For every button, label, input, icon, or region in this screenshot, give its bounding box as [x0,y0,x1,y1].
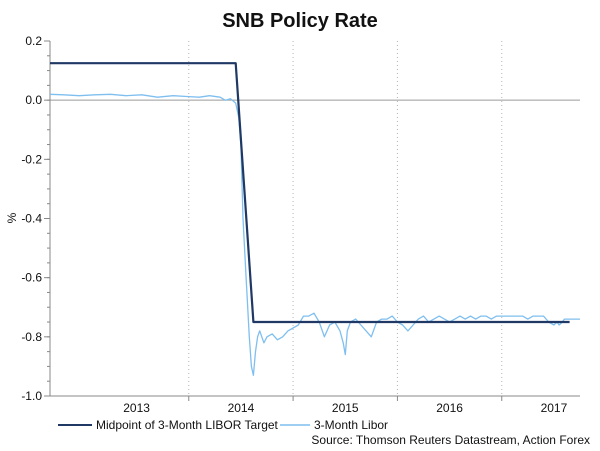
source-note: Source: Thomson Reuters Datastream, Acti… [311,433,590,447]
x-tick-label: 2014 [228,401,255,415]
series-line-target [50,62,570,324]
y-tick-label: 0.2 [25,34,42,48]
x-tick-label: 2013 [123,401,150,415]
x-ticks: 2013 2014 2015 2016 2017 [123,401,567,415]
x-tick-label: 2016 [436,401,463,415]
axes [44,40,580,401]
series [49,62,580,376]
y-axis-label: % [5,212,19,223]
legend-label-target: Midpoint of 3-Month LIBOR Target [96,418,279,432]
y-tick-label: 0.0 [25,93,42,107]
y-tick-label: -0.8 [21,330,42,344]
y-tick-label: -1.0 [21,389,42,403]
chart-title: SNB Policy Rate [222,10,378,32]
x-tick-label: 2015 [332,401,359,415]
y-tick-label: -0.6 [21,271,42,285]
series-line-libor [49,93,580,376]
legend: Midpoint of 3-Month LIBOR Target 3-Month… [58,418,388,432]
x-tick-label: 2017 [541,401,568,415]
grid [50,41,580,396]
y-tick-label: -0.2 [21,152,42,166]
legend-label-libor: 3-Month Libor [314,418,388,432]
y-ticks: 0.2 0.0 -0.2 -0.4 -0.6 -0.8 -1.0 [21,34,42,403]
y-tick-label: -0.4 [21,212,42,226]
